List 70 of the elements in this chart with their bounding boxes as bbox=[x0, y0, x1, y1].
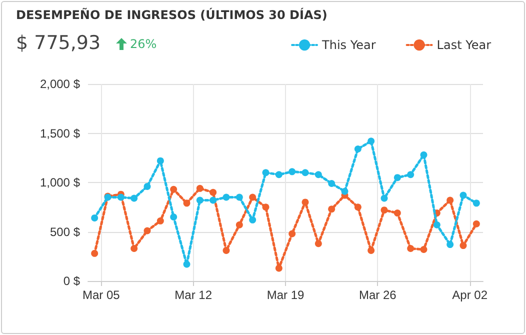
point bbox=[354, 146, 362, 153]
point bbox=[249, 194, 256, 201]
point bbox=[420, 246, 428, 253]
point bbox=[368, 246, 375, 254]
point bbox=[302, 198, 309, 206]
point bbox=[222, 194, 230, 201]
legend-label: This Year bbox=[321, 38, 376, 52]
point bbox=[394, 210, 401, 217]
x-tick-label: Mar 19 bbox=[266, 288, 304, 302]
point bbox=[156, 217, 164, 224]
point bbox=[249, 216, 256, 224]
point bbox=[183, 260, 190, 268]
point bbox=[472, 200, 480, 207]
legend-label: Last Year bbox=[436, 38, 492, 52]
point bbox=[91, 250, 98, 257]
point bbox=[288, 168, 296, 176]
point bbox=[302, 169, 309, 176]
x-tick-label: Apr 02 bbox=[452, 288, 488, 302]
x-tick-label: Mar 05 bbox=[82, 288, 120, 302]
point bbox=[394, 174, 401, 182]
y-tick-label: 1,000 $ bbox=[40, 176, 80, 190]
point bbox=[368, 138, 375, 145]
point bbox=[222, 246, 230, 254]
y-tick-label: 0 $ bbox=[63, 274, 80, 288]
point bbox=[328, 180, 336, 187]
point bbox=[236, 194, 243, 201]
point bbox=[156, 157, 164, 164]
point bbox=[472, 220, 480, 228]
point bbox=[183, 200, 190, 207]
text: 26% bbox=[130, 37, 157, 51]
point bbox=[407, 244, 414, 252]
point bbox=[170, 186, 178, 193]
point bbox=[341, 188, 348, 195]
point bbox=[328, 206, 336, 213]
point bbox=[354, 204, 362, 211]
point bbox=[262, 204, 270, 211]
chart-title: DESEMPEÑO DE INGRESOS (ÚLTIMOS 30 DÍAS) bbox=[16, 8, 328, 22]
point bbox=[210, 188, 217, 196]
y-tick-label: 1,500 $ bbox=[40, 126, 80, 140]
point bbox=[275, 264, 282, 272]
point bbox=[130, 244, 138, 252]
point bbox=[460, 192, 467, 199]
x-tick-label: Mar 12 bbox=[174, 288, 212, 302]
point bbox=[117, 194, 124, 201]
point bbox=[196, 196, 204, 204]
y-tick-label: 500 $ bbox=[50, 224, 80, 239]
x-tick-label: Mar 26 bbox=[358, 288, 397, 302]
point bbox=[91, 214, 98, 222]
point bbox=[275, 171, 282, 178]
point bbox=[446, 241, 454, 248]
point bbox=[144, 182, 151, 190]
point bbox=[210, 196, 217, 204]
point bbox=[314, 171, 322, 178]
point bbox=[288, 230, 296, 238]
point bbox=[314, 240, 322, 248]
point bbox=[236, 221, 243, 228]
point bbox=[130, 194, 138, 202]
y-tick-label: 2,000 $ bbox=[40, 77, 80, 91]
point bbox=[446, 196, 454, 204]
point bbox=[407, 171, 414, 178]
point bbox=[170, 213, 178, 220]
point bbox=[196, 184, 204, 192]
point bbox=[460, 242, 467, 250]
chart-subtitle: $ 775,93 bbox=[16, 32, 101, 54]
point bbox=[144, 227, 151, 234]
point bbox=[420, 151, 428, 158]
point bbox=[433, 221, 440, 228]
point bbox=[380, 206, 388, 214]
point bbox=[380, 194, 388, 202]
point bbox=[262, 169, 270, 176]
